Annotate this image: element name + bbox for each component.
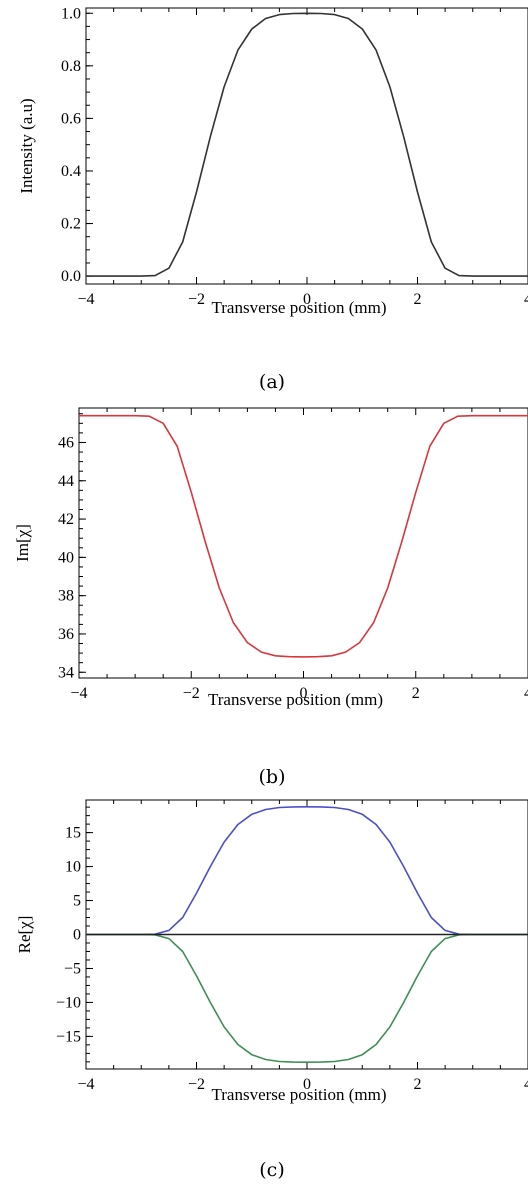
- y-tick-label: 42: [58, 511, 74, 528]
- x-tick-label: 2: [414, 1076, 422, 1093]
- x-tick-label: −4: [70, 685, 87, 702]
- series-line-0: [86, 12, 528, 277]
- y-axis-label: Intensity (a.u): [17, 98, 36, 193]
- x-axis-label: Transverse position (mm): [211, 298, 386, 317]
- x-tick-label: 2: [414, 291, 422, 308]
- panel-caption: (c): [259, 1159, 284, 1181]
- y-tick-label: 46: [58, 434, 74, 451]
- x-tick-label: −2: [188, 1076, 205, 1093]
- y-tick-label: −5: [64, 960, 81, 977]
- x-axis-label: Transverse position (mm): [208, 690, 383, 709]
- chart-panel-2: −4 −2 0 2 4 −15 −10 −5 0 5 10 15 Transverse position…: [15, 799, 528, 1181]
- y-tick-label: 34: [58, 664, 74, 681]
- x-tick-label: −4: [77, 291, 94, 308]
- y-tick-label: 44: [58, 473, 74, 490]
- y-tick-label: 5: [73, 893, 81, 910]
- y-tick-label: 0.4: [61, 163, 81, 180]
- y-tick-label: 1.0: [61, 5, 81, 22]
- y-tick-label: 0.6: [61, 110, 81, 127]
- panel-caption: (b): [259, 766, 286, 788]
- chart-panel-1: −4 −2 0 2 4 34 36 38 40 42 44 46 Transverse position…: [13, 407, 528, 788]
- y-tick-label: 0.8: [61, 58, 81, 75]
- y-tick-label: 15: [65, 825, 81, 842]
- x-tick-label: 4: [524, 291, 528, 308]
- x-tick-label: −2: [183, 685, 200, 702]
- series-line-0: [86, 806, 528, 936]
- y-tick-label: 40: [58, 549, 74, 566]
- y-tick-label: −10: [56, 994, 81, 1011]
- x-tick-label: 4: [524, 1076, 528, 1093]
- series-line-1: [86, 933, 528, 1063]
- x-tick-label: −4: [77, 1076, 94, 1093]
- x-tick-label: 0: [303, 1076, 311, 1093]
- x-tick-label: 4: [524, 685, 528, 702]
- x-tick-label: 0: [303, 291, 311, 308]
- y-tick-label: 0.0: [61, 268, 81, 285]
- plot-frame: [85, 7, 528, 285]
- x-tick-label: 2: [412, 685, 420, 702]
- y-axis-label: Im[χ]: [13, 524, 32, 562]
- x-tick-label: −2: [188, 291, 205, 308]
- y-tick-label: 36: [58, 626, 74, 643]
- chart-panel-0: −4 −2 0 2 4 0.0 0.2 0.4 0.6 0.8 1.0 Transverse posi…: [17, 5, 528, 393]
- y-tick-label: 0: [73, 927, 81, 944]
- y-tick-label: 0.2: [61, 216, 81, 233]
- y-axis-label: Re[χ]: [15, 916, 34, 954]
- x-axis-label: Transverse position (mm): [211, 1085, 386, 1104]
- y-tick-label: 10: [65, 859, 81, 876]
- panel-caption: (a): [259, 371, 285, 393]
- series-line-0: [79, 414, 528, 658]
- x-tick-label: 0: [300, 685, 308, 702]
- y-tick-label: 38: [58, 588, 74, 605]
- y-tick-label: −15: [56, 1028, 81, 1045]
- plot-frame: [78, 407, 528, 679]
